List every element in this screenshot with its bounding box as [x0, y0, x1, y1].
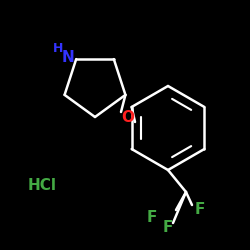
- Text: F: F: [163, 220, 173, 236]
- Text: N: N: [62, 50, 74, 64]
- Text: HCl: HCl: [28, 178, 56, 192]
- Text: F: F: [195, 202, 205, 218]
- Text: O: O: [122, 110, 134, 126]
- Text: H: H: [53, 42, 63, 54]
- Text: F: F: [147, 210, 157, 224]
